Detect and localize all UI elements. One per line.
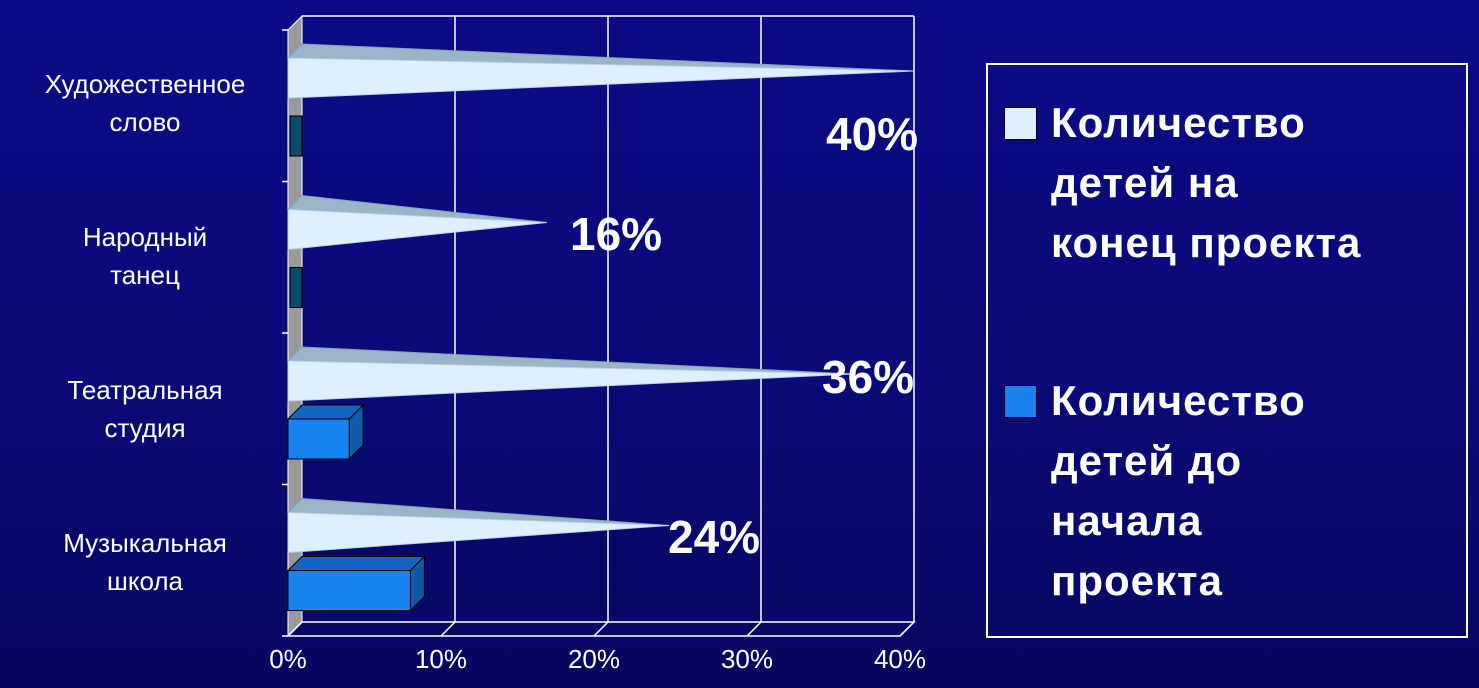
x-tick-label: 40% — [874, 644, 926, 674]
box-bar — [287, 570, 411, 611]
x-tick-mark — [746, 621, 762, 637]
legend-label-start: Количество детей до начала проекта — [1051, 377, 1306, 604]
data-label: 36% — [822, 351, 914, 403]
x-tick-mark — [287, 621, 303, 637]
category-label-4: Музыкальная школа — [63, 528, 227, 596]
cone-bar — [287, 208, 547, 251]
data-label: 24% — [668, 511, 760, 563]
category-label-1: Художественное слово — [44, 69, 246, 137]
cone-bar — [287, 57, 915, 99]
box-bar — [289, 115, 303, 157]
category-label-2: Народный танец — [82, 222, 208, 290]
legend-swatch-end — [1004, 107, 1037, 140]
box-bar — [287, 418, 350, 460]
x-tick-mark — [440, 621, 456, 637]
x-tick-label: 30% — [721, 644, 773, 674]
legend-swatch-start — [1004, 385, 1037, 418]
box-bar-top — [286, 556, 426, 571]
chart-legend: Количество детей на конец проекта Количе… — [986, 63, 1468, 638]
x-tick-label: 0% — [269, 644, 307, 674]
legend-label-end: Количество детей на конец проекта — [1051, 99, 1362, 266]
x-tick-label: 20% — [568, 644, 620, 674]
category-label-3: Театральная студия — [67, 375, 223, 443]
x-tick-mark — [899, 621, 915, 637]
cone-bar — [287, 360, 853, 402]
box-bar — [289, 267, 303, 308]
data-label: 40% — [826, 108, 918, 160]
x-tick-label: 10% — [415, 644, 467, 674]
cone-bar — [287, 511, 670, 554]
x-tick-mark — [593, 621, 609, 637]
box-bar-top — [286, 404, 365, 420]
data-label: 16% — [570, 208, 662, 260]
